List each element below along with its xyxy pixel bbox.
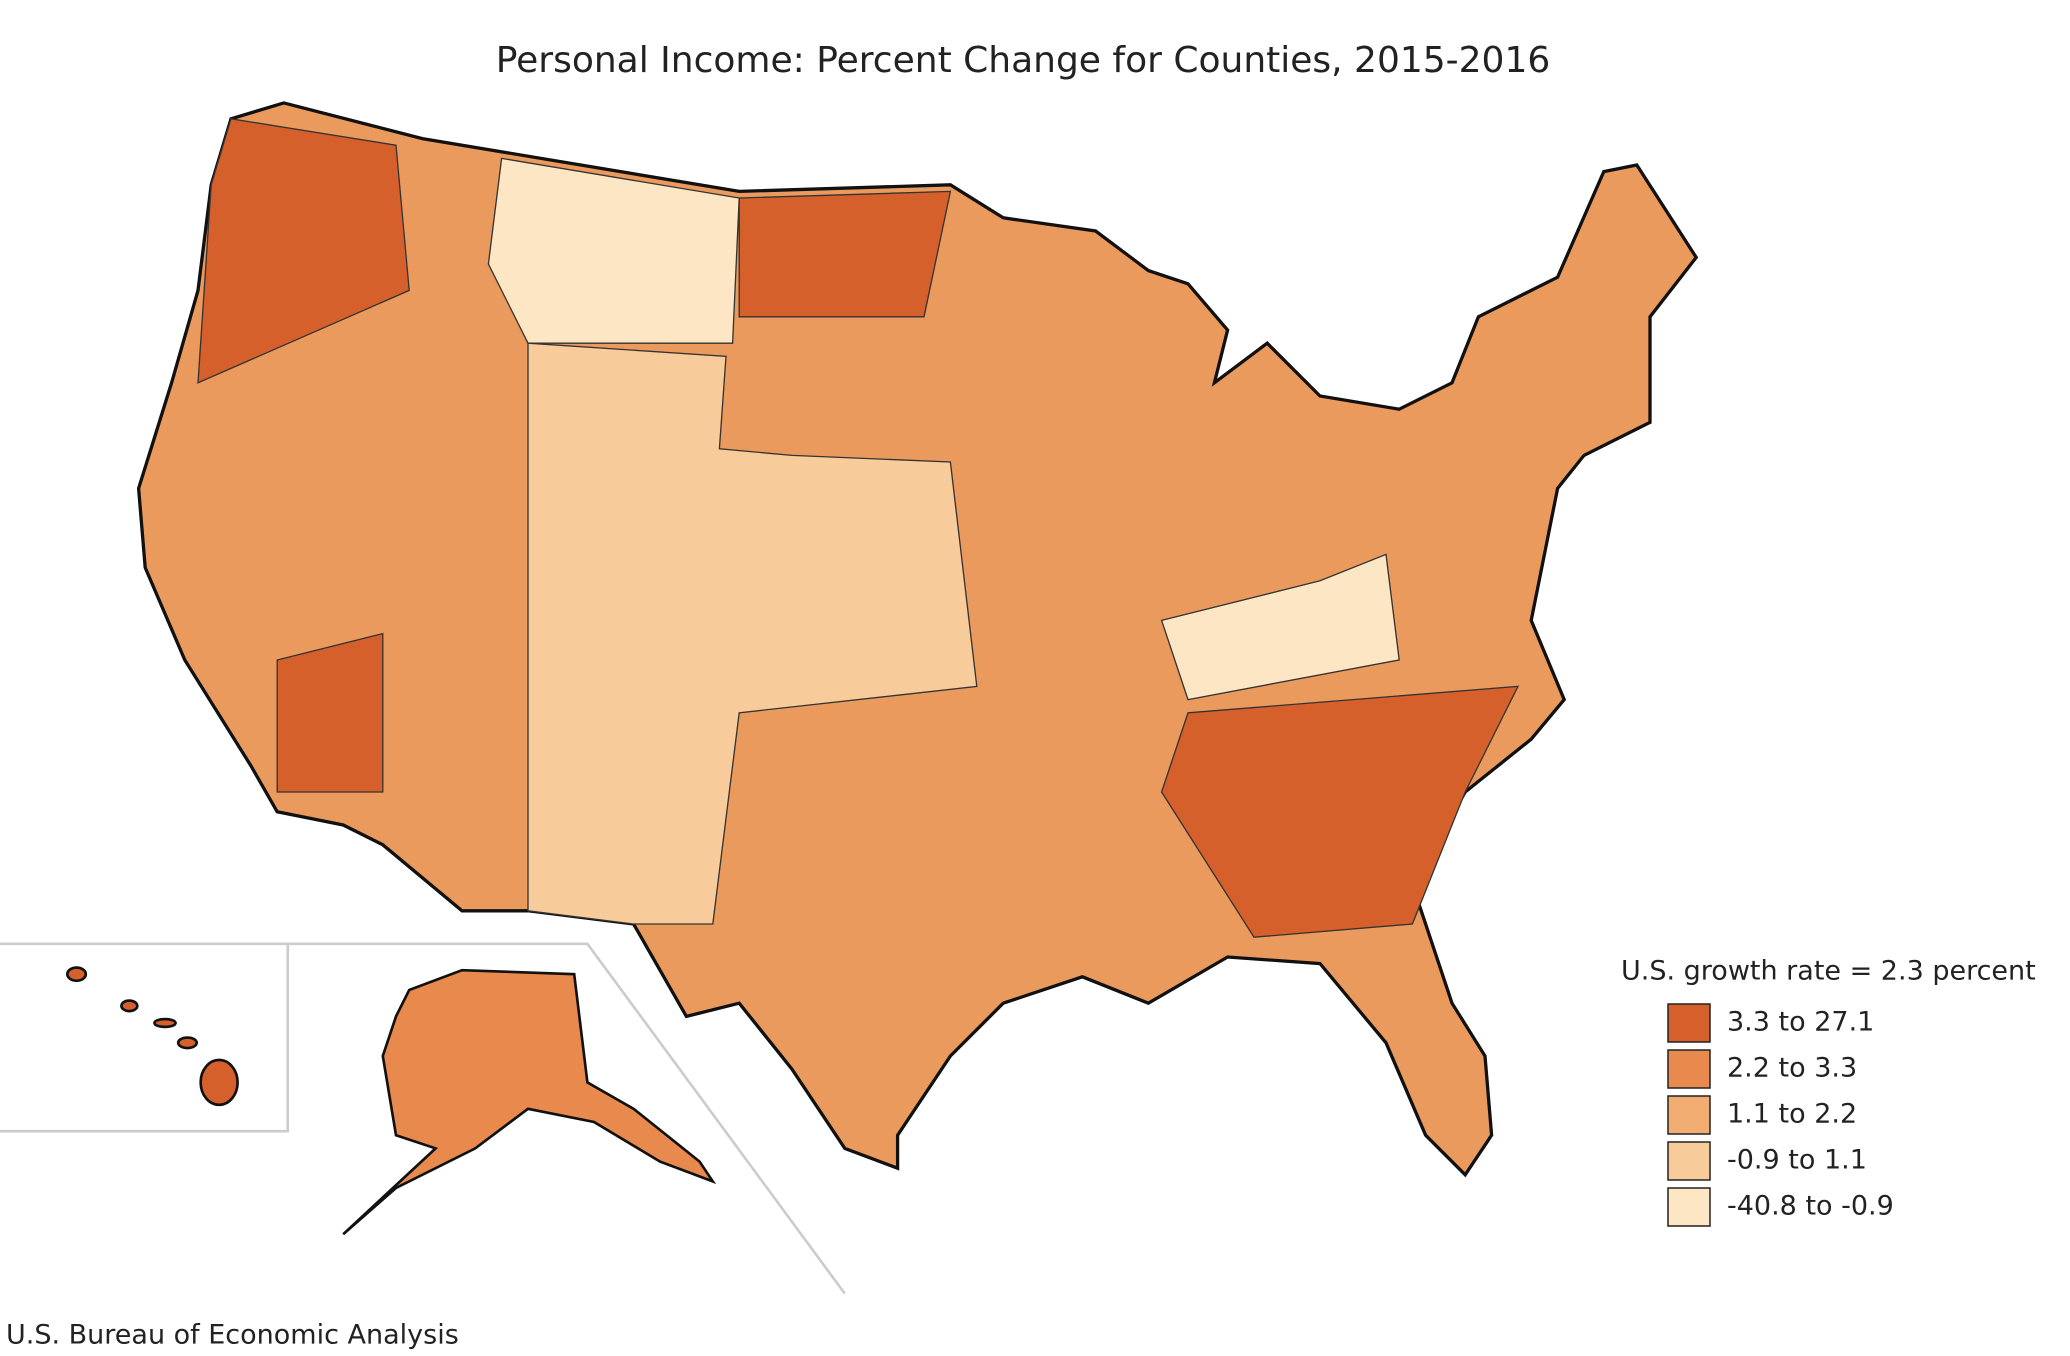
region-southwest [276, 632, 384, 793]
region-north-dakota [738, 190, 952, 318]
legend-label: 1.1 to 2.2 [1727, 1099, 1857, 1130]
map-title: Personal Income: Percent Change for Coun… [496, 40, 1551, 81]
legend: 3.3 to 27.1 2.2 to 3.3 1.1 to 2.2 -0.9 to 1… [1667, 1003, 1894, 1227]
legend-label: 2.2 to 3.3 [1727, 1053, 1857, 1084]
source-note: U.S. Bureau of Economic Analysis [6, 1320, 459, 1351]
legend-label: -40.8 to -0.9 [1727, 1191, 1894, 1222]
region-southeast [1160, 685, 1520, 938]
map-shapes [0, 101, 1699, 1295]
legend-label: 3.3 to 27.1 [1727, 1007, 1874, 1038]
alaska [342, 968, 717, 1236]
region-montana [487, 157, 740, 344]
legend-label: -0.9 to 1.1 [1727, 1145, 1867, 1176]
region-plains [527, 342, 978, 925]
region-appalachia [1160, 553, 1400, 701]
hawaii [66, 966, 239, 1107]
legend-title: U.S. growth rate = 2.3 percent [1621, 956, 2036, 987]
legend-swatch [1667, 1141, 1711, 1181]
region-northwest [197, 118, 410, 384]
legend-swatch [1667, 1003, 1711, 1043]
inset-frame [0, 942, 846, 1295]
legend-swatch [1667, 1187, 1711, 1227]
legend-swatch [1667, 1095, 1711, 1135]
legend-swatch [1667, 1049, 1711, 1089]
